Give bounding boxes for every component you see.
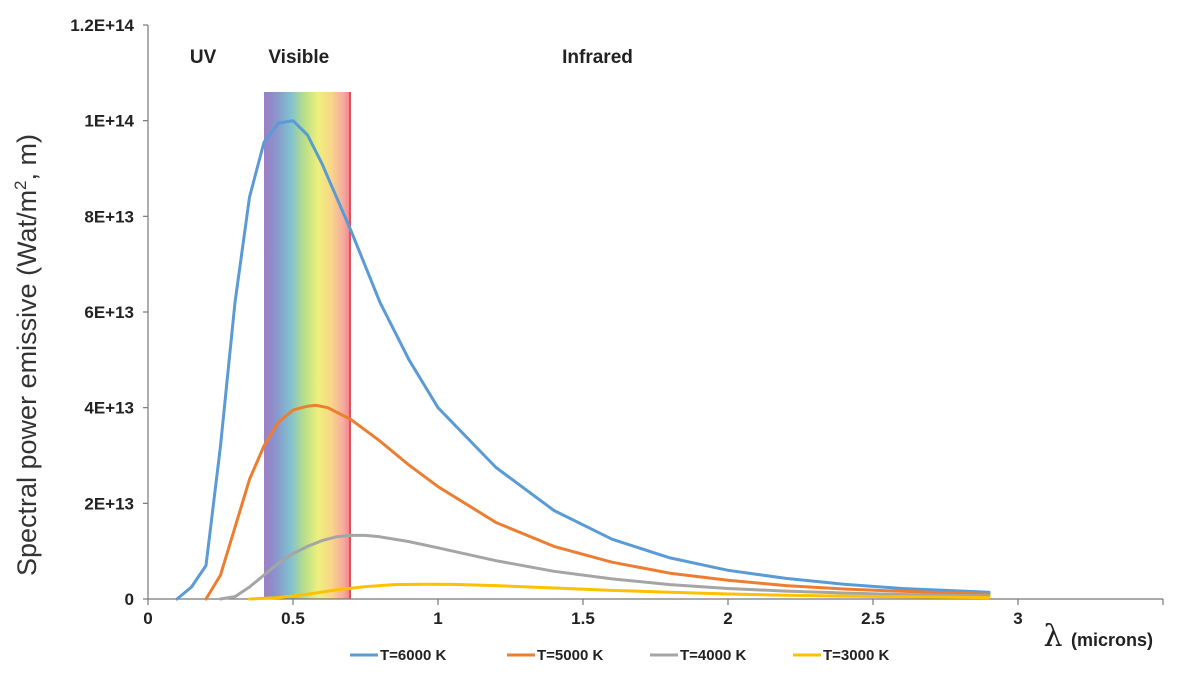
series-line-4000k (219, 533, 991, 601)
region-label-visible: Visible (268, 47, 329, 68)
y-tick-label: 2E+13 (84, 494, 134, 513)
y-axis-label-sup: 2 (11, 180, 30, 189)
axes-layer (143, 24, 1164, 605)
series-line-5000k (204, 403, 991, 601)
y-tick-label: 1.2E+14 (70, 16, 134, 35)
y-axis-label-main: Spectral power emissive (Wat/m (12, 190, 42, 576)
x-tick-label: 0.5 (281, 609, 305, 628)
y-tick-label: 6E+13 (84, 303, 134, 322)
x-tick-label: 2.5 (861, 609, 885, 628)
legend-label: T=6000 K (380, 647, 446, 664)
region-label-infrared: Infrared (562, 47, 633, 68)
region-label-uv: UV (190, 47, 217, 68)
x-tick-label: 2 (723, 609, 732, 628)
x-tick-label: 1 (433, 609, 442, 628)
x-tick-label: 3 (1013, 609, 1022, 628)
visible-spectrum-band (264, 91, 351, 599)
y-axis-label-tail: , m) (12, 134, 42, 181)
y-tick-label: 1E+14 (84, 112, 134, 131)
x-axis-unit-label: (microns) (1071, 630, 1153, 650)
x-tick-label: 1.5 (571, 609, 595, 628)
legend-label: T=3000 K (823, 647, 889, 664)
legend-label: T=5000 K (537, 647, 603, 664)
visible-spectrum-band-layer (264, 91, 351, 599)
legend: T=6000 K T=5000 K T=4000 K T=3000 K (350, 647, 889, 664)
x-axis-lambda-symbol: λ (1043, 619, 1062, 654)
y-tick-label: 0 (125, 590, 134, 609)
series-line-6000k (175, 119, 991, 601)
tick-labels-layer: 0 0.5 1 1.5 2 2.5 3 0 2E+13 4E+13 6E+13 8E+13 1E+14 1… (70, 16, 1023, 628)
y-tick-label: 4E+13 (84, 399, 134, 418)
series-line-3000k (248, 582, 991, 601)
y-tick-label: 8E+13 (84, 207, 134, 226)
legend-label: T=4000 K (680, 647, 746, 664)
x-tick-label: 0 (143, 609, 152, 628)
y-axis-label: Spectral power emissive (Wat/m2, m) (11, 134, 42, 576)
series-layer (175, 119, 991, 601)
